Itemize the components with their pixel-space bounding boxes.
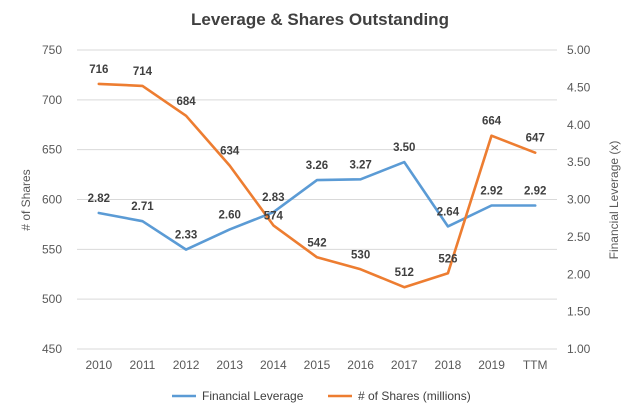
right-tick-label: 2.00 bbox=[567, 267, 591, 281]
x-tick-label: 2014 bbox=[260, 358, 287, 372]
financial-leverage-line bbox=[97, 160, 537, 251]
shares-data-label: 512 bbox=[395, 267, 414, 279]
x-tick-label: 2019 bbox=[478, 358, 505, 372]
shares-data-label: 647 bbox=[526, 133, 545, 145]
gridlines bbox=[77, 49, 557, 350]
x-tick-label: TTM bbox=[523, 358, 548, 372]
right-axis-title: Financial Leverage (x) bbox=[607, 141, 621, 260]
chart-title: Leverage & Shares Outstanding bbox=[191, 10, 449, 29]
right-tick-label: 3.50 bbox=[567, 155, 591, 169]
x-tick-label: 2012 bbox=[173, 358, 200, 372]
right-tick-label: 1.00 bbox=[567, 342, 591, 356]
leverage-data-label: 2.33 bbox=[175, 230, 197, 242]
right-axis-ticks: 1.00 1.50 2.00 2.50 3.00 3.50 4.00 4.50 5.00 bbox=[567, 43, 591, 356]
legend: Financial Leverage # of Shares (millions) bbox=[172, 389, 471, 403]
right-tick-label: 1.50 bbox=[567, 305, 591, 319]
right-tick-label: 4.00 bbox=[567, 118, 591, 132]
x-tick-label: 2018 bbox=[435, 358, 462, 372]
leverage-data-label: 2.71 bbox=[131, 201, 154, 213]
leverage-data-label: 3.50 bbox=[393, 142, 415, 154]
right-tick-label: 4.50 bbox=[567, 80, 591, 94]
shares-data-label: 526 bbox=[438, 253, 457, 265]
x-tick-label: 2016 bbox=[347, 358, 374, 372]
shares-data-label: 684 bbox=[176, 96, 196, 108]
x-tick-label: 2013 bbox=[216, 358, 243, 372]
left-tick-label: 650 bbox=[42, 143, 62, 157]
leverage-data-label: 2.92 bbox=[524, 185, 546, 197]
left-axis-title: # of Shares bbox=[19, 169, 33, 230]
shares-data-label: 714 bbox=[133, 66, 153, 78]
right-tick-label: 3.00 bbox=[567, 193, 591, 207]
shares-data-label: 542 bbox=[307, 237, 326, 249]
left-tick-label: 450 bbox=[42, 342, 62, 356]
right-tick-label: 5.00 bbox=[567, 43, 591, 57]
shares-data-label: 664 bbox=[482, 116, 502, 128]
left-axis-ticks: 450 500 550 600 650 700 750 bbox=[42, 43, 62, 356]
data-labels: 2.82 2.71 2.33 2.60 2.83 3.26 3.27 3.50 2.64 2.92… bbox=[88, 64, 547, 279]
leverage-data-label: 2.60 bbox=[219, 209, 241, 221]
x-tick-label: 2011 bbox=[130, 358, 156, 372]
leverage-data-label: 2.64 bbox=[437, 206, 460, 218]
legend-label: Financial Leverage bbox=[202, 389, 304, 403]
shares-data-label: 634 bbox=[220, 146, 240, 158]
left-tick-label: 750 bbox=[42, 43, 62, 57]
left-tick-label: 700 bbox=[42, 93, 62, 107]
shares-data-label: 530 bbox=[351, 249, 370, 261]
left-tick-label: 550 bbox=[42, 242, 62, 256]
leverage-data-label: 3.26 bbox=[306, 160, 328, 172]
left-tick-label: 600 bbox=[42, 193, 62, 207]
series-lines bbox=[97, 82, 537, 289]
shares-data-label: 716 bbox=[89, 64, 108, 76]
x-axis-ticks: 2010 2011 2012 2013 2014 2015 2016 2017 2018 2019… bbox=[85, 358, 547, 372]
right-tick-label: 2.50 bbox=[567, 230, 591, 244]
x-tick-label: 2017 bbox=[391, 358, 418, 372]
leverage-data-label: 3.27 bbox=[349, 159, 371, 171]
leverage-data-label: 2.92 bbox=[480, 185, 502, 197]
leverage-data-label: 2.82 bbox=[88, 193, 110, 205]
x-tick-label: 2015 bbox=[304, 358, 331, 372]
legend-label: # of Shares (millions) bbox=[358, 389, 471, 403]
shares-line bbox=[97, 82, 537, 289]
x-tick-label: 2010 bbox=[85, 358, 112, 372]
leverage-data-label: 2.83 bbox=[262, 192, 284, 204]
left-tick-label: 500 bbox=[42, 292, 62, 306]
shares-data-label: 574 bbox=[264, 210, 284, 222]
